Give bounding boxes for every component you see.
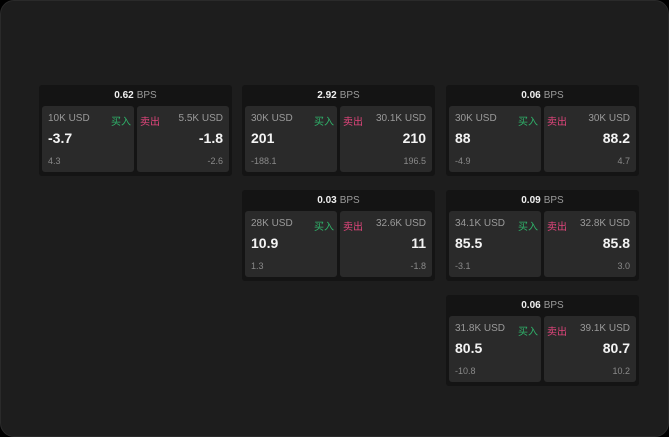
bps-value: 0.06	[521, 90, 541, 101]
sell-tile[interactable]: 卖出 30K USD 88.2 4.7	[544, 106, 636, 172]
sell-label: 卖出	[140, 117, 160, 128]
bps-unit: BPS	[543, 195, 564, 206]
quote-card[interactable]: 0.03 BPS 28K USD 买入 10.9 1.3 卖出 32.6K USD…	[242, 190, 435, 281]
buy-size: 28K USD	[251, 218, 293, 229]
quote-card[interactable]: 0.62 BPS 10K USD 买入 -3.7 4.3 卖出 5.5K USD …	[39, 85, 232, 176]
buy-label: 买入	[314, 222, 334, 233]
sell-change: 4.7	[617, 156, 630, 166]
buy-label: 买入	[111, 117, 131, 128]
buy-value: 85.5	[455, 235, 483, 251]
buy-change: 4.3	[48, 156, 61, 166]
buy-tile[interactable]: 30K USD 买入 88 -4.9	[449, 106, 541, 172]
quote-card[interactable]: 0.06 BPS 31.8K USD 买入 80.5 -10.8 卖出 39.1K…	[446, 295, 639, 386]
bps-header: 2.92 BPS	[242, 85, 435, 106]
bps-header: 0.09 BPS	[446, 190, 639, 211]
sell-value: 11	[411, 235, 426, 251]
sell-value: 85.8	[602, 235, 630, 251]
sell-tile[interactable]: 卖出 5.5K USD -1.8 -2.6	[137, 106, 229, 172]
sell-size: 39.1K USD	[579, 323, 630, 334]
sell-size: 5.5K USD	[178, 113, 223, 124]
bps-value: 2.92	[317, 90, 337, 101]
buy-size: 31.8K USD	[455, 323, 506, 334]
bps-header: 0.06 BPS	[446, 295, 639, 316]
buy-change: -4.9	[455, 156, 471, 166]
buy-size: 30K USD	[251, 113, 293, 124]
buy-label: 买入	[518, 222, 538, 233]
sell-size: 30K USD	[588, 113, 630, 124]
buy-value: 201	[251, 130, 275, 146]
sell-change: -1.8	[410, 261, 426, 271]
bps-value: 0.62	[114, 90, 134, 101]
buy-label: 买入	[518, 117, 538, 128]
buy-tile[interactable]: 10K USD 买入 -3.7 4.3	[42, 106, 134, 172]
sell-change: 10.2	[612, 366, 630, 376]
bps-unit: BPS	[136, 90, 157, 101]
bps-value: 0.03	[317, 195, 337, 206]
sell-tile[interactable]: 卖出 39.1K USD 80.7 10.2	[544, 316, 636, 382]
buy-size: 30K USD	[455, 113, 497, 124]
sell-value: 88.2	[602, 130, 630, 146]
quote-card[interactable]: 0.06 BPS 30K USD 买入 88 -4.9 卖出 30K USD 88…	[446, 85, 639, 176]
bps-unit: BPS	[339, 195, 360, 206]
buy-tile[interactable]: 31.8K USD 买入 80.5 -10.8	[449, 316, 541, 382]
quote-card[interactable]: 2.92 BPS 30K USD 买入 201 -188.1 卖出 30.1K U…	[242, 85, 435, 176]
sell-tile[interactable]: 卖出 32.6K USD 11 -1.8	[340, 211, 432, 277]
bps-value: 0.06	[521, 300, 541, 311]
bps-header: 0.06 BPS	[446, 85, 639, 106]
sell-label: 卖出	[547, 327, 567, 338]
buy-change: -188.1	[251, 156, 277, 166]
buy-value: 10.9	[251, 235, 279, 251]
sell-value: -1.8	[198, 130, 223, 146]
sell-label: 卖出	[547, 117, 567, 128]
sell-value: 210	[402, 130, 426, 146]
buy-size: 34.1K USD	[455, 218, 506, 229]
sell-size: 32.6K USD	[375, 218, 426, 229]
buy-tile[interactable]: 34.1K USD 买入 85.5 -3.1	[449, 211, 541, 277]
sell-change: -2.6	[207, 156, 223, 166]
sell-tile[interactable]: 卖出 32.8K USD 85.8 3.0	[544, 211, 636, 277]
bps-unit: BPS	[543, 90, 564, 101]
buy-size: 10K USD	[48, 113, 90, 124]
buy-change: -10.8	[455, 366, 476, 376]
sell-label: 卖出	[343, 222, 363, 233]
bps-unit: BPS	[543, 300, 564, 311]
buy-change: 1.3	[251, 261, 264, 271]
buy-value: 80.5	[455, 340, 483, 356]
quote-card[interactable]: 0.09 BPS 34.1K USD 买入 85.5 -3.1 卖出 32.8K …	[446, 190, 639, 281]
sell-value: 80.7	[602, 340, 630, 356]
sell-change: 3.0	[617, 261, 630, 271]
bps-header: 0.03 BPS	[242, 190, 435, 211]
sell-label: 卖出	[547, 222, 567, 233]
buy-label: 买入	[314, 117, 334, 128]
sell-size: 30.1K USD	[375, 113, 426, 124]
sell-tile[interactable]: 卖出 30.1K USD 210 196.5	[340, 106, 432, 172]
sell-change: 196.5	[403, 156, 426, 166]
sell-label: 卖出	[343, 117, 363, 128]
buy-tile[interactable]: 30K USD 买入 201 -188.1	[245, 106, 337, 172]
buy-label: 买入	[518, 327, 538, 338]
sell-size: 32.8K USD	[579, 218, 630, 229]
buy-value: 88	[455, 130, 471, 146]
bps-unit: BPS	[339, 90, 360, 101]
buy-tile[interactable]: 28K USD 买入 10.9 1.3	[245, 211, 337, 277]
buy-value: -3.7	[48, 130, 73, 146]
bps-value: 0.09	[521, 195, 541, 206]
bps-header: 0.62 BPS	[39, 85, 232, 106]
buy-change: -3.1	[455, 261, 471, 271]
